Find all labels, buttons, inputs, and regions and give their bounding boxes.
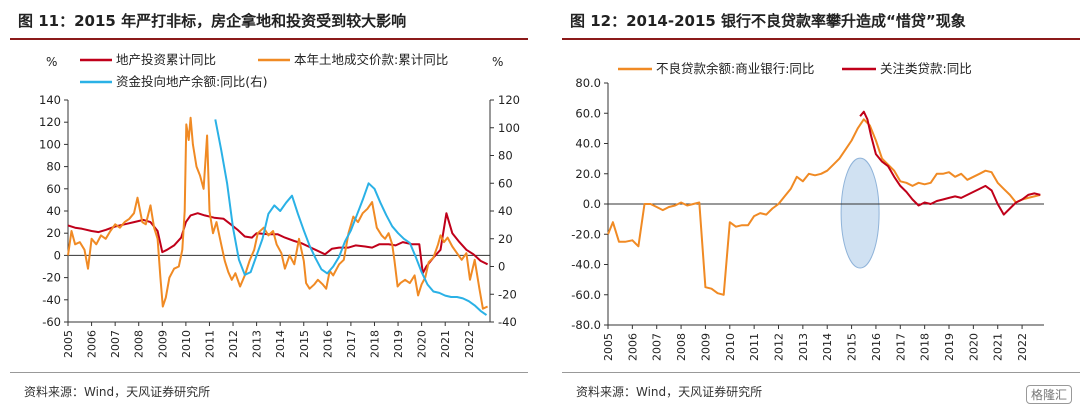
y-tick-label-right: 0	[498, 260, 505, 274]
chart-title: 图 11：2015 年严打非标，房企拿地和投资受到较大影响	[18, 12, 407, 30]
y-tick-label-left: -60	[42, 315, 61, 329]
x-tick-label: 2009	[156, 330, 169, 358]
x-tick-label: 2016	[321, 330, 334, 358]
x-tick-label: 2021	[439, 330, 452, 358]
y-tick-label-right: -40	[498, 315, 517, 329]
x-tick-label: 2017	[894, 333, 907, 361]
legend-label: 不良贷款余额:商业银行:同比	[656, 61, 814, 76]
x-tick-label: 2020	[967, 333, 980, 361]
series-line-1	[607, 118, 1041, 296]
x-tick-label: 2014	[821, 333, 834, 361]
series-line-1	[67, 212, 489, 275]
y-axis-unit-left: %	[46, 55, 57, 69]
x-tick-label: 2011	[203, 330, 216, 358]
x-tick-label: 2019	[943, 333, 956, 361]
x-tick-label: 2013	[797, 333, 810, 361]
x-tick-label: 2006	[626, 333, 639, 361]
x-tick-label: 2022	[463, 330, 476, 358]
x-tick-label: 2007	[109, 330, 122, 358]
y-tick-label: -80.0	[571, 318, 601, 332]
y-tick-label: 20.0	[575, 167, 601, 181]
y-axis-unit-right: %	[492, 55, 503, 69]
y-tick-label-left: 140	[39, 93, 61, 107]
x-tick-label: 2021	[992, 333, 1005, 361]
legend-label: 地产投资累计同比	[116, 52, 216, 67]
x-tick-label: 2018	[368, 330, 381, 358]
series-line-2	[859, 110, 1041, 216]
x-tick-label: 2010	[724, 333, 737, 361]
x-tick-label: 2007	[651, 333, 664, 361]
x-tick-label: 2009	[699, 333, 712, 361]
source-text: 资料来源：Wind，天风证券研究所	[576, 385, 763, 399]
x-tick-label: 2015	[846, 333, 859, 361]
series-line-2	[67, 116, 489, 310]
y-tick-label-right: 120	[498, 93, 520, 107]
y-tick-label: 80.0	[575, 76, 601, 90]
x-tick-label: 2006	[86, 330, 99, 358]
x-tick-label: 2005	[602, 333, 615, 361]
y-tick-label-left: 60	[46, 182, 61, 196]
x-tick-label: 2015	[298, 330, 311, 358]
x-tick-label: 2010	[180, 330, 193, 358]
x-tick-label: 2012	[773, 333, 786, 361]
y-tick-label-left: -40	[42, 293, 61, 307]
left-chart-svg: % % -60 -40 -20 0 20 40 60 80 100 120 140 -40 -20 0 20 40…	[39, 52, 520, 358]
x-tick-label: 2012	[227, 330, 240, 358]
y-tick-label-left: 100	[39, 137, 61, 151]
highlight-ellipse	[840, 157, 880, 269]
x-tick-label: 2018	[919, 333, 932, 361]
y-tick-label: -60.0	[571, 288, 601, 302]
right-chart-svg: -80.0 -60.0 -40.0 -20.0 0.0 20.0 40.0 60.0 80.0 2…	[571, 61, 1044, 361]
x-tick-label: 2011	[748, 333, 761, 361]
x-tick-label: 2016	[870, 333, 883, 361]
y-tick-label-right: 40	[498, 204, 513, 218]
y-tick-label-left: 40	[46, 204, 61, 218]
y-tick-label-right: 20	[498, 232, 513, 246]
title-bar	[10, 8, 528, 40]
y-tick-label: 40.0	[575, 137, 601, 151]
y-tick-label: -40.0	[571, 258, 601, 272]
y-tick-label: 0.0	[583, 197, 601, 211]
left-chart-panel: 图 11：2015 年严打非标，房企拿地和投资受到较大影响 %% -60 -40 -2…	[0, 0, 528, 410]
y-tick-label-left: 80	[46, 160, 61, 174]
source-divider	[562, 372, 1080, 373]
x-tick-label: 2014	[274, 330, 287, 358]
legend-label: 关注类贷款:同比	[880, 61, 972, 76]
y-tick-label: -20.0	[571, 227, 601, 241]
y-tick-label-left: 120	[39, 115, 61, 129]
x-tick-label: 2005	[62, 330, 75, 358]
x-tick-label: 2020	[416, 330, 429, 358]
title-bar	[562, 8, 1080, 40]
watermark-logo: 格隆汇	[1025, 385, 1072, 404]
x-tick-label: 2008	[675, 333, 688, 361]
x-tick-label: 2017	[345, 330, 358, 358]
y-tick-label-right: 60	[498, 176, 513, 190]
legend-label: 资金投向地产余额:同比(右)	[116, 74, 267, 89]
y-tick-label-left: 0	[54, 248, 61, 262]
chart-title: 图 12：2014-2015 银行不良贷款率攀升造成“惜贷”现象	[570, 12, 966, 30]
y-tick-label-left: -20	[42, 271, 61, 285]
source-text: 资料来源：Wind，天风证券研究所	[24, 385, 211, 399]
y-tick-label-right: -20	[498, 287, 517, 301]
legend-label: 本年土地成交价款:累计同比	[294, 52, 448, 67]
x-tick-label: 2022	[1016, 333, 1029, 361]
x-tick-label: 2008	[133, 330, 146, 358]
y-tick-label-right: 100	[498, 121, 520, 135]
series-line-3	[214, 119, 488, 316]
y-tick-label: 60.0	[575, 106, 601, 120]
source-divider	[10, 372, 528, 373]
x-tick-label: 2013	[251, 330, 264, 358]
right-chart-panel: 图 12：2014-2015 银行不良贷款率攀升造成“惜贷”现象 -80.0 -6…	[552, 0, 1080, 410]
y-tick-label-left: 20	[46, 226, 61, 240]
x-tick-label: 2019	[392, 330, 405, 358]
y-tick-label-right: 80	[498, 149, 513, 163]
